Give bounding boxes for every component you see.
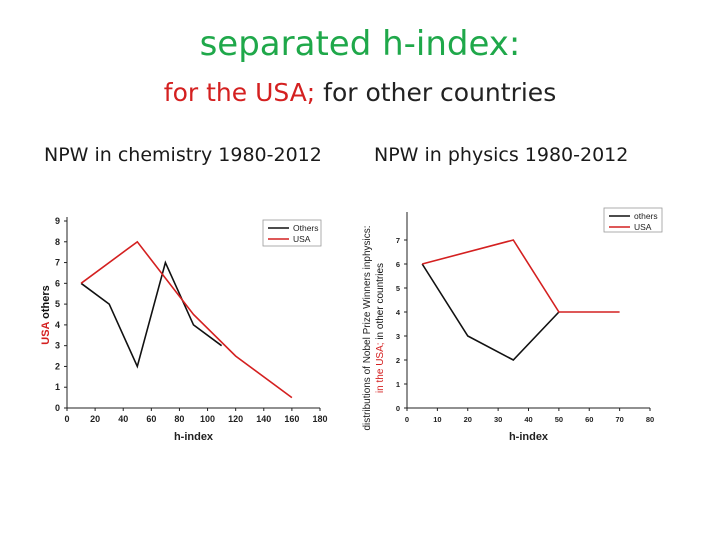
y-axis-label: USA others (40, 285, 52, 345)
x-tick-label: 20 (90, 414, 100, 424)
y-tick-label: 4 (55, 320, 60, 330)
slide-title: separated h-index: (199, 24, 521, 64)
chemistry-chart: 0 20 40 60 80 100 120 140 160 180 0 1 2 3 4 5 6 7 8 9 h-inde… (40, 216, 328, 443)
slide-subtitle: for the USA; for other countries (0, 78, 720, 107)
y-tick-label: 7 (396, 236, 400, 245)
y-tick-label: 3 (55, 341, 60, 351)
y-tick-label: 3 (396, 332, 400, 341)
y-tick-label: 1 (55, 382, 60, 392)
y-label-others: others (40, 285, 52, 319)
series-line-usa (80, 240, 293, 399)
x-tick-label: 40 (118, 414, 128, 424)
legend-label: others (634, 211, 658, 221)
x-tick-label: 60 (146, 414, 156, 424)
x-tick-label: 0 (405, 415, 409, 424)
legend-box (262, 219, 322, 247)
chemistry-heading: NPW in chemistry 1980-2012 (44, 144, 322, 166)
x-tick-label: 0 (64, 414, 69, 424)
x-tick-label: 50 (555, 415, 563, 424)
y-tick-label: 8 (55, 237, 60, 247)
y-tick-label: 2 (55, 361, 60, 371)
subtitle-usa: for the USA; (163, 78, 316, 107)
series-line-usa (421, 239, 620, 313)
y-label-usa: in the USA; (375, 342, 386, 393)
y-tick-label: 2 (396, 356, 400, 365)
legend-box (603, 207, 663, 233)
x-tick-label: 80 (646, 415, 654, 424)
y-tick-label: 6 (55, 278, 60, 288)
y-tick-label: 7 (55, 258, 60, 268)
subtitle-others: for other countries (315, 78, 557, 107)
x-axis-label: h-index (509, 431, 549, 443)
y-tick-label: 5 (396, 284, 400, 293)
y-label-others: in other countries (375, 263, 386, 343)
x-tick-label: 30 (494, 415, 502, 424)
y-tick-label: 1 (396, 380, 400, 389)
y-tick-label: 9 (55, 216, 60, 226)
series-line-others (80, 260, 223, 369)
physics-chart: 0 10 20 30 40 50 60 70 80 0 1 2 3 4 5 6 7 h-index othersUS… (362, 207, 663, 443)
legend-label: Others (293, 223, 319, 233)
x-tick-label: 40 (524, 415, 532, 424)
x-tick-label: 180 (312, 414, 327, 424)
series-line-others (421, 263, 560, 361)
y-tick-label: 0 (396, 404, 400, 413)
x-tick-label: 20 (464, 415, 472, 424)
legend-label: USA (293, 234, 311, 244)
x-tick-label: 120 (228, 414, 243, 424)
x-tick-label: 100 (200, 414, 215, 424)
y-axis-label-sub: in the USA; in other countries (375, 263, 386, 393)
y-tick-label: 5 (55, 299, 60, 309)
y-tick-label: 4 (396, 308, 401, 317)
x-tick-label: 70 (615, 415, 623, 424)
y-axis-label-main: distributions of Nobel Prize Winners inp… (362, 225, 373, 430)
x-axis-label: h-index (174, 431, 214, 443)
physics-heading: NPW in physics 1980-2012 (374, 144, 629, 166)
y-tick-label: 6 (396, 260, 400, 269)
x-tick-label: 140 (256, 414, 271, 424)
y-label-usa: USA (40, 319, 52, 345)
x-tick-label: 160 (284, 414, 299, 424)
x-tick-label: 10 (433, 415, 441, 424)
y-tick-label: 0 (55, 403, 60, 413)
x-tick-label: 80 (174, 414, 184, 424)
x-tick-label: 60 (585, 415, 593, 424)
legend-label: USA (634, 222, 652, 232)
